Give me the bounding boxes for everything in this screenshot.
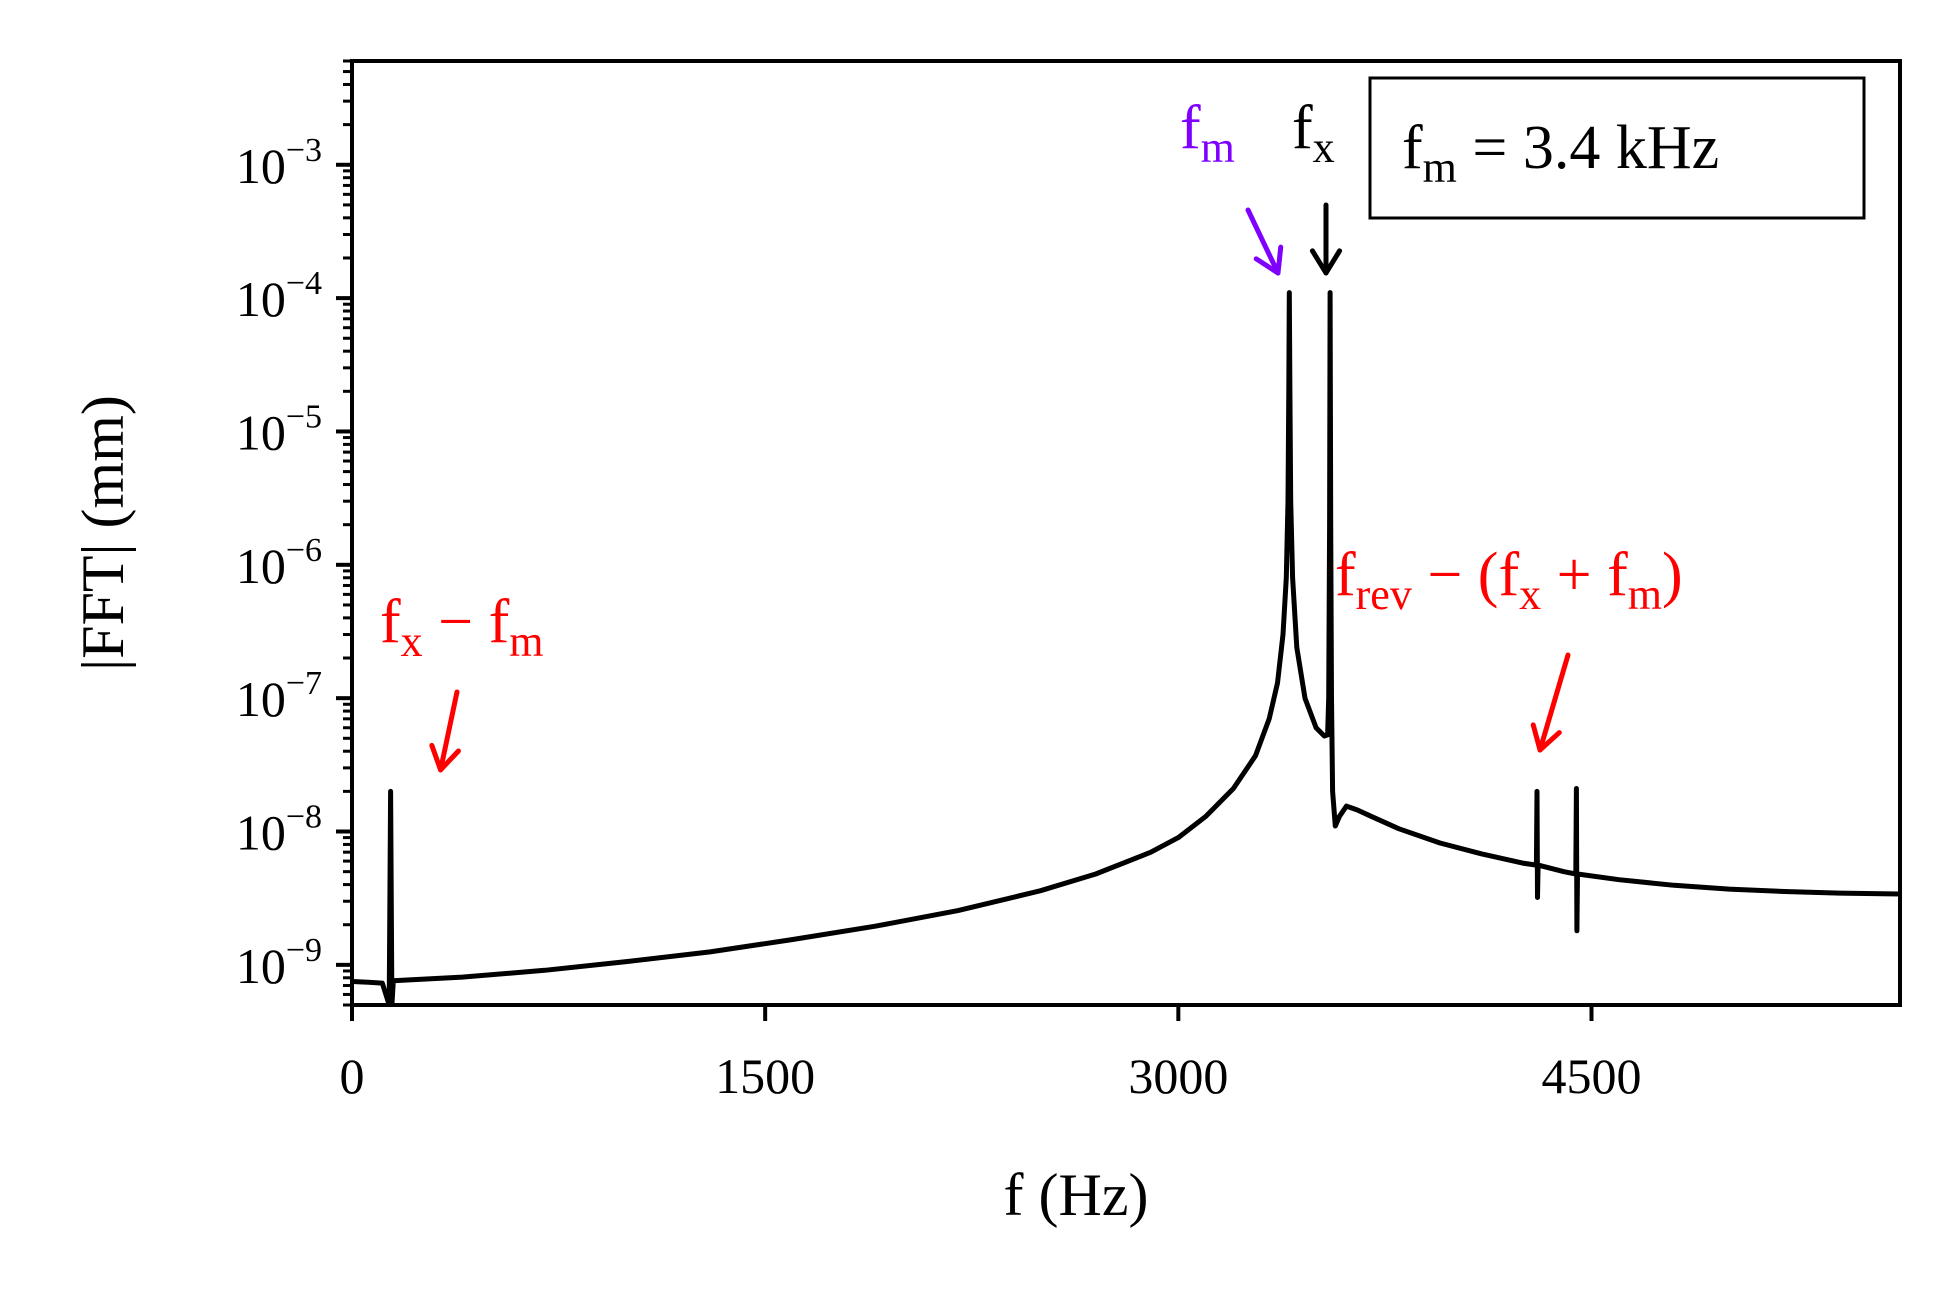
spectrum-line <box>352 290 1900 1005</box>
arrow-fx-minus-fm <box>429 689 461 773</box>
y-tick-label: 10−4 <box>236 265 322 327</box>
annotation-fx-minus-fm: fx − fm <box>380 588 544 666</box>
legend-frame <box>1368 76 1866 220</box>
y-tick-label: 10−3 <box>236 132 322 194</box>
arrow-fx <box>1309 202 1343 276</box>
series-layer <box>352 290 1900 1005</box>
x-axis-title: f (Hz) <box>1004 1162 1149 1228</box>
x-axis: 0 1500 3000 4500 <box>340 1005 1642 1104</box>
x-tick-label: 3000 <box>1128 1048 1228 1104</box>
y-axis-title: |FFT| (mm) <box>70 395 136 671</box>
arrow-frev <box>1530 652 1571 753</box>
annotation-frev: frev − (fx + fm) <box>1335 541 1683 619</box>
arrow-fm <box>1245 207 1284 276</box>
legend-text: fm = 3.4 kHz <box>1402 114 1719 192</box>
x-tick-label: 4500 <box>1542 1048 1642 1104</box>
y-tick-label: 10−6 <box>236 532 322 594</box>
y-axis: 10−9 10−8 10−7 10−6 10−5 10−4 10−3 <box>236 59 352 1007</box>
y-tick-label: 10−8 <box>236 799 322 861</box>
y-tick-label: 10−9 <box>236 932 322 994</box>
annotation-layer: fx − fm fm fx frev − (fx + fm) <box>380 94 1683 773</box>
legend-box: fm = 3.4 kHz <box>1368 76 1866 220</box>
annotation-fx: fx <box>1292 94 1335 172</box>
x-tick-label: 0 <box>340 1048 365 1104</box>
plot-frame <box>350 59 1902 1007</box>
x-tick-label: 1500 <box>715 1048 815 1104</box>
annotation-fm: fm <box>1180 94 1235 172</box>
y-tick-label: 10−5 <box>236 398 322 460</box>
y-tick-label: 10−7 <box>236 665 322 727</box>
